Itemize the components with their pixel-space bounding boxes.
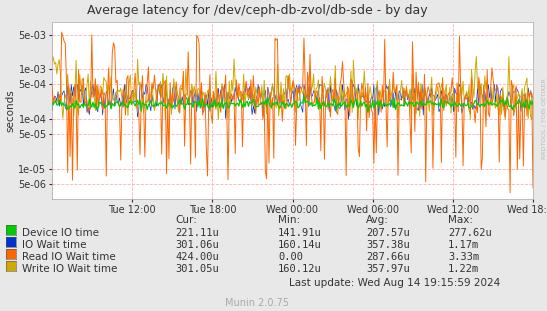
Text: 141.91u: 141.91u (278, 228, 322, 238)
Text: 301.05u: 301.05u (175, 264, 219, 274)
Text: Write IO Wait time: Write IO Wait time (22, 264, 118, 274)
Text: 287.66u: 287.66u (366, 252, 410, 262)
Text: Min:: Min: (278, 215, 300, 225)
Text: 221.11u: 221.11u (175, 228, 219, 238)
Text: 301.06u: 301.06u (175, 240, 219, 250)
Text: Read IO Wait time: Read IO Wait time (22, 252, 116, 262)
Text: RRDTOOL / TOBI OETIKER: RRDTOOL / TOBI OETIKER (541, 78, 546, 159)
Text: Last update: Wed Aug 14 19:15:59 2024: Last update: Wed Aug 14 19:15:59 2024 (289, 278, 500, 288)
Text: 1.22m: 1.22m (448, 264, 479, 274)
Text: Max:: Max: (448, 215, 473, 225)
Text: 0.00: 0.00 (278, 252, 303, 262)
Text: 424.00u: 424.00u (175, 252, 219, 262)
Text: Device IO time: Device IO time (22, 228, 99, 238)
Text: Average latency for /dev/ceph-db-zvol/db-sde - by day: Average latency for /dev/ceph-db-zvol/db… (87, 4, 427, 17)
Text: Avg:: Avg: (366, 215, 389, 225)
Text: 357.38u: 357.38u (366, 240, 410, 250)
Text: 160.14u: 160.14u (278, 240, 322, 250)
Text: 207.57u: 207.57u (366, 228, 410, 238)
Text: 357.97u: 357.97u (366, 264, 410, 274)
Text: Cur:: Cur: (175, 215, 197, 225)
Text: 3.33m: 3.33m (448, 252, 479, 262)
Text: 1.17m: 1.17m (448, 240, 479, 250)
Text: IO Wait time: IO Wait time (22, 240, 86, 250)
Text: 277.62u: 277.62u (448, 228, 492, 238)
Y-axis label: seconds: seconds (5, 89, 15, 132)
Text: 160.12u: 160.12u (278, 264, 322, 274)
Text: Munin 2.0.75: Munin 2.0.75 (225, 298, 289, 308)
